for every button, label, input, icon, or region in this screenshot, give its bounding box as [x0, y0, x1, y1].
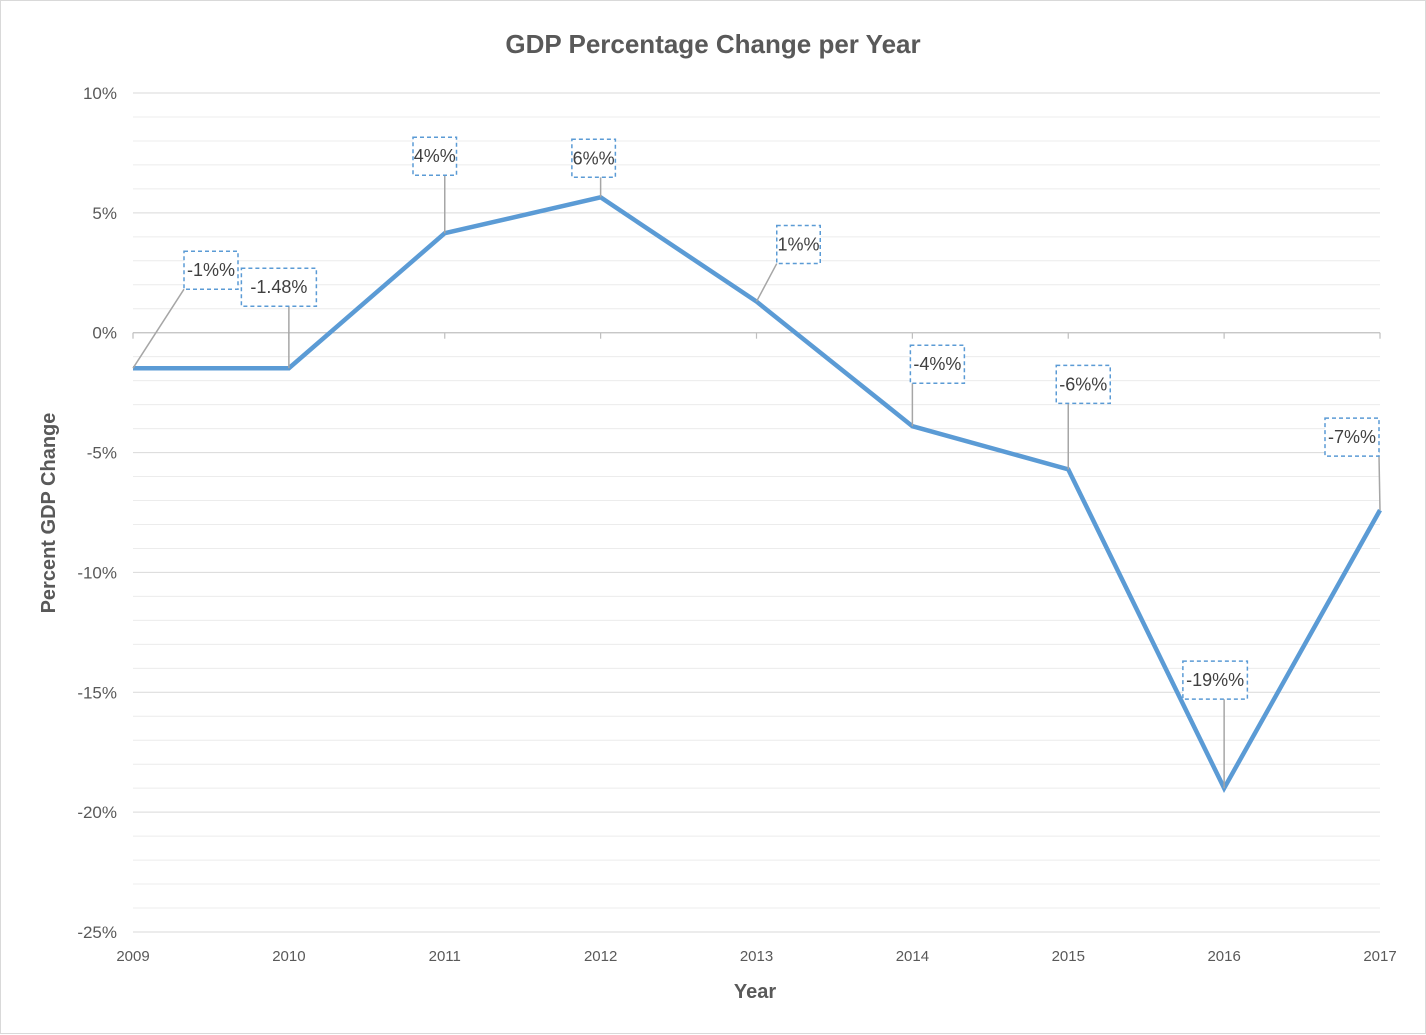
y-tick-label: 0% — [92, 324, 117, 343]
data-labels: -1%% -1.48% 4%% 6%% 1%% -4%% -6%% -19%% -7%% — [132, 136, 1381, 789]
data-label: -4%% — [913, 354, 961, 374]
data-label-box — [240, 267, 318, 307]
x-tick-label: 2010 — [272, 948, 305, 965]
x-tick-label: 2017 — [1363, 948, 1396, 965]
data-label-leader — [132, 288, 185, 369]
data-label-box — [412, 136, 458, 176]
y-tick-label: -15% — [77, 683, 117, 702]
gridlines — [133, 92, 1380, 933]
data-label: 4%% — [414, 146, 456, 166]
data-label-box — [183, 250, 239, 290]
data-label: -1.48% — [250, 277, 307, 297]
data-label-box — [571, 138, 617, 179]
chart-title: GDP Percentage Change per Year — [505, 29, 920, 59]
x-tick-label: 2016 — [1207, 948, 1240, 965]
x-axis-title: Year — [734, 981, 776, 1003]
data-label-box — [1182, 660, 1249, 700]
data-label-box — [1324, 417, 1380, 457]
x-tick-label: 2012 — [584, 948, 617, 965]
data-label-box — [909, 344, 966, 384]
data-label: -7%% — [1328, 427, 1376, 447]
y-axis-ticks: 10% 5% 0% -5% -10% -15% -20% -25% — [77, 84, 117, 942]
y-tick-label: -10% — [77, 563, 117, 582]
data-label-leader — [755, 263, 778, 302]
y-axis-title: Percent GDP Change — [38, 413, 60, 614]
x-tick-label: 2013 — [740, 948, 773, 965]
x-axis — [132, 332, 1381, 339]
x-tick-label: 2015 — [1052, 948, 1085, 965]
x-tick-label: 2011 — [429, 948, 461, 965]
y-tick-label: -20% — [77, 803, 117, 822]
data-label: 1%% — [777, 235, 819, 255]
x-tick-label: 2014 — [896, 948, 929, 965]
y-tick-label: 5% — [92, 204, 117, 223]
data-label: -6%% — [1059, 374, 1107, 394]
data-label: -1%% — [187, 260, 235, 280]
y-tick-label: -5% — [87, 444, 117, 463]
y-tick-label: -25% — [77, 923, 117, 942]
x-tick-label: 2009 — [116, 948, 149, 965]
data-label-box — [1055, 364, 1111, 405]
data-label: 6%% — [573, 148, 615, 168]
data-label: -19%% — [1186, 670, 1244, 690]
data-label-leader — [1378, 456, 1381, 511]
data-label-box — [776, 224, 821, 265]
x-axis-ticks: 2009 2010 2011 2012 2013 2014 2015 2016 2017 — [116, 948, 1396, 965]
y-tick-label: 10% — [83, 84, 117, 103]
